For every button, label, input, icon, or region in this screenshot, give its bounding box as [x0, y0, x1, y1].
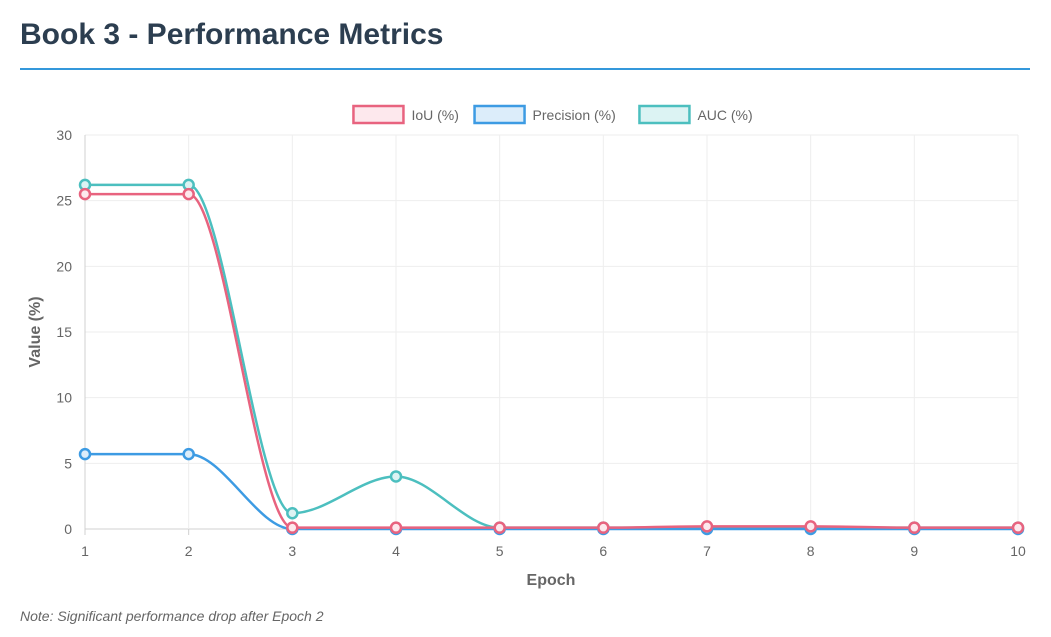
legend-item-iou[interactable]: IoU (%) — [352, 104, 459, 125]
x-tick-label: 4 — [392, 543, 400, 559]
x-tick-label: 9 — [910, 543, 918, 559]
data-point-iou[interactable] — [493, 521, 506, 534]
legend-item-precision[interactable]: Precision (%) — [473, 104, 616, 125]
x-tick-label: 3 — [288, 543, 296, 559]
legend-label: IoU (%) — [411, 107, 458, 123]
x-tick-label: 2 — [185, 543, 193, 559]
legend-label: Precision (%) — [533, 107, 616, 123]
x-tick-label: 8 — [807, 543, 815, 559]
legend-swatch — [638, 104, 691, 125]
data-point-iou[interactable] — [182, 187, 195, 201]
x-axis-title: Epoch — [527, 572, 576, 589]
data-point-iou[interactable] — [1011, 521, 1025, 534]
data-point-precision[interactable] — [182, 447, 195, 461]
y-tick-label: 30 — [56, 127, 72, 143]
data-point-iou[interactable] — [389, 521, 403, 534]
x-tick-label: 7 — [703, 543, 711, 559]
data-point-iou[interactable] — [78, 187, 92, 201]
x-tick-label: 10 — [1010, 543, 1026, 559]
series-lines — [85, 183, 1018, 531]
y-tick-label: 15 — [56, 324, 72, 340]
x-tick-label: 6 — [599, 543, 607, 559]
title-divider — [20, 68, 1030, 70]
series-line-iou — [85, 192, 1018, 529]
data-point-iou[interactable] — [286, 521, 299, 534]
data-point-iou[interactable] — [700, 520, 714, 533]
legend-item-auc[interactable]: AUC (%) — [638, 104, 753, 125]
data-point-precision[interactable] — [78, 447, 92, 461]
y-axis-title: Value (%) — [27, 296, 44, 367]
series-line-precision — [85, 452, 1018, 531]
x-tick-label: 1 — [81, 543, 89, 559]
data-point-iou[interactable] — [597, 521, 610, 534]
legend-swatch — [352, 104, 405, 125]
data-points — [78, 178, 1025, 536]
y-tick-label: 25 — [56, 193, 72, 209]
chart-legend: IoU (%) Precision (%) AUC (%) — [352, 104, 753, 125]
footnote: Note: Significant performance drop after… — [20, 608, 324, 624]
y-tick-label: 10 — [56, 390, 72, 406]
data-point-auc[interactable] — [389, 470, 403, 483]
performance-line-chart: 0 5 10 15 20 25 30 1 2 3 4 5 6 7 8 9 10 IoU (%) Precision… — [27, 104, 1026, 589]
grid-lines — [84, 134, 1019, 530]
y-tick-label: 20 — [56, 258, 72, 274]
legend-swatch — [473, 104, 526, 125]
data-point-auc[interactable] — [286, 506, 299, 520]
axes: 0 5 10 15 20 25 30 1 2 3 4 5 6 7 8 9 10 — [56, 127, 1026, 559]
y-tick-label: 5 — [64, 455, 72, 471]
x-tick-label: 5 — [496, 543, 504, 559]
page-title: Book 3 - Performance Metrics — [20, 18, 444, 51]
legend-label: AUC (%) — [697, 107, 752, 123]
y-tick-label: 0 — [64, 521, 72, 537]
data-point-iou[interactable] — [908, 521, 921, 534]
data-point-iou[interactable] — [804, 520, 817, 533]
